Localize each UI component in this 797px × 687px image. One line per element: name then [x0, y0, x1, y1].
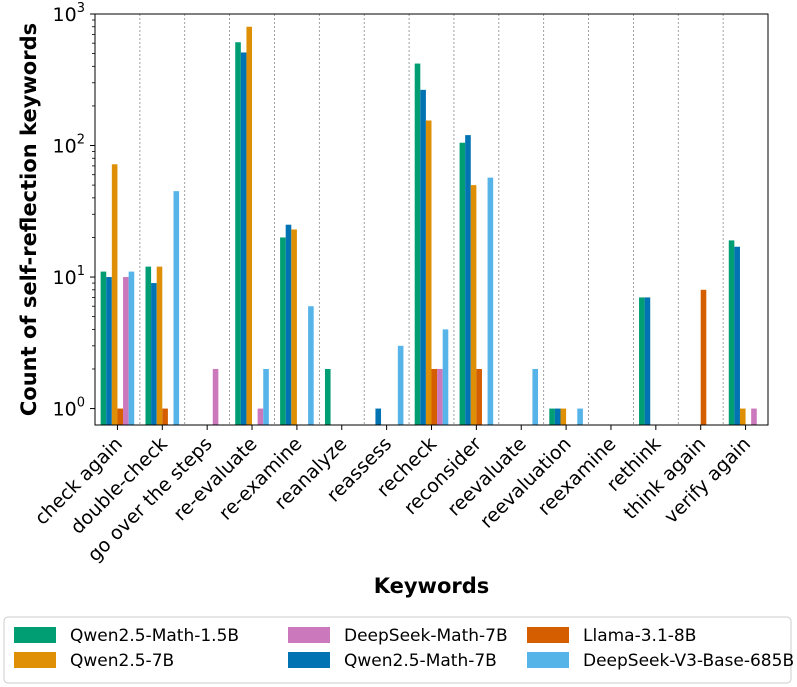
- y-axis-title: Count of self-reflection keywords: [17, 23, 41, 416]
- legend-label-Qwen2.5-Math-1.5B: Qwen2.5-Math-1.5B: [70, 626, 239, 646]
- bar-Qwen2.5-Math-1.5B-reconsider: [459, 142, 466, 425]
- legend-label-Qwen2.5-7B: Qwen2.5-7B: [70, 651, 174, 671]
- bar-Qwen2.5-Math-7B-reevaluation: [554, 408, 561, 425]
- bar-Qwen2.5-Math-1.5B-recheck: [414, 63, 421, 426]
- bar-DeepSeek-V3-Base-685B-check again: [128, 271, 135, 425]
- bar-Qwen2.5-7B-reconsider: [470, 185, 477, 425]
- bar-DeepSeek-Math-7B-verify again: [751, 408, 757, 425]
- bar-Qwen2.5-Math-7B-verify again: [734, 246, 740, 425]
- bar-Qwen2.5-Math-7B-re-evaluate: [240, 52, 247, 426]
- bar-DeepSeek-V3-Base-685B-re-evaluate: [263, 368, 269, 425]
- bar-Qwen2.5-Math-7B-check again: [106, 277, 112, 425]
- bar-Qwen2.5-Math-1.5B-verify again: [728, 240, 735, 425]
- legend-label-Llama-3.1-8B: Llama-3.1-8B: [583, 626, 696, 646]
- bar-Qwen2.5-Math-1.5B-reanalyze: [324, 368, 331, 425]
- legend-swatch-Qwen2.5-Math-1.5B: [14, 627, 56, 643]
- bar-DeepSeek-V3-Base-685B-reassess: [397, 345, 404, 425]
- bar-Qwen2.5-7B-reevaluation: [560, 408, 567, 425]
- bar-DeepSeek-V3-Base-685B-reevaluation: [577, 408, 583, 425]
- legend-box: [3, 616, 792, 684]
- bar-DeepSeek-V3-Base-685B-recheck: [442, 329, 449, 425]
- bar-Qwen2.5-Math-1.5B-reevaluation: [549, 408, 555, 425]
- bar-Llama-3.1-8B-check again: [117, 408, 124, 425]
- bar-Qwen2.5-Math-7B-re-examine: [285, 224, 292, 425]
- bar-DeepSeek-V3-Base-685B-reevaluate: [532, 368, 539, 425]
- legend: Qwen2.5-Math-1.5B Qwen2.5-7B DeepSeek-Math…: [3, 616, 794, 684]
- bar-Qwen2.5-7B-re-evaluate: [246, 26, 253, 426]
- bar-Qwen2.5-Math-1.5B-double-check: [145, 266, 152, 425]
- legend-swatch-Llama-3.1-8B: [527, 627, 569, 643]
- legend-swatch-DeepSeek-V3-Base-685B: [527, 652, 569, 668]
- bar-DeepSeek-V3-Base-685B-double-check: [173, 191, 180, 425]
- y-tick-label: 103: [53, 1, 85, 26]
- legend-label-Qwen2.5-Math-7B: Qwen2.5-Math-7B: [344, 651, 497, 671]
- y-tick-label: 100: [53, 396, 85, 421]
- bar-Qwen2.5-Math-7B-reassess: [375, 408, 382, 425]
- bar-Qwen2.5-7B-recheck: [425, 120, 432, 426]
- grid-lines: [139, 14, 724, 425]
- legend-swatch-DeepSeek-Math-7B: [288, 627, 330, 643]
- y-axis: 100 101 102 103: [53, 1, 95, 421]
- x-axis-title: Keywords: [374, 574, 490, 598]
- bar-Qwen2.5-Math-7B-reconsider: [465, 135, 471, 425]
- legend-swatch-Qwen2.5-7B: [14, 652, 56, 668]
- bar-Qwen2.5-Math-1.5B-check again: [100, 271, 107, 425]
- bar-Qwen2.5-Math-7B-rethink: [644, 297, 651, 425]
- bar-Qwen2.5-Math-7B-recheck: [420, 89, 426, 425]
- bar-DeepSeek-V3-Base-685B-reconsider: [487, 177, 494, 425]
- bar-DeepSeek-Math-7B-go over the steps: [212, 368, 219, 425]
- bar-Qwen2.5-7B-double-check: [156, 266, 163, 425]
- bar-Qwen2.5-Math-1.5B-rethink: [639, 297, 645, 425]
- bars: [100, 26, 757, 426]
- legend-label-DeepSeek-V3-Base-685B: DeepSeek-V3-Base-685B: [583, 651, 794, 671]
- bar-Qwen2.5-7B-verify again: [739, 408, 746, 425]
- bar-DeepSeek-Math-7B-re-evaluate: [257, 408, 264, 425]
- bar-Llama-3.1-8B-reconsider: [476, 368, 482, 425]
- bar-Qwen2.5-Math-7B-double-check: [151, 283, 157, 425]
- bar-Qwen2.5-Math-1.5B-re-examine: [280, 237, 286, 425]
- y-tick-label: 101: [53, 264, 85, 289]
- bar-Llama-3.1-8B-double-check: [162, 408, 168, 425]
- bar-DeepSeek-V3-Base-685B-re-examine: [308, 306, 314, 425]
- legend-label-DeepSeek-Math-7B: DeepSeek-Math-7B: [344, 626, 508, 646]
- bar-Qwen2.5-7B-re-examine: [291, 229, 297, 425]
- bar-Llama-3.1-8B-recheck: [431, 368, 438, 425]
- bar-Qwen2.5-7B-check again: [111, 164, 118, 426]
- bar-Qwen2.5-Math-1.5B-re-evaluate: [235, 42, 241, 425]
- legend-swatch-Qwen2.5-Math-7B: [288, 652, 330, 668]
- y-tick-label: 102: [53, 133, 85, 158]
- bar-DeepSeek-Math-7B-recheck: [437, 368, 443, 425]
- bar-Llama-3.1-8B-think again: [700, 289, 707, 425]
- bar-DeepSeek-Math-7B-check again: [123, 277, 129, 425]
